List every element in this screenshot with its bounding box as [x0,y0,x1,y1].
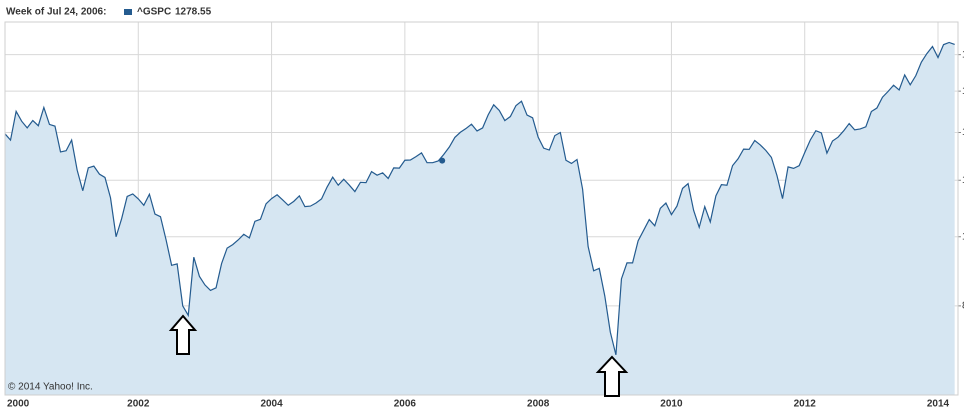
x-tick-label: 2010 [660,399,683,410]
x-tick-label: 2002 [127,399,150,410]
x-tick-label: 2012 [794,399,817,410]
hover-marker [439,157,446,164]
x-tick-label: 2008 [527,399,550,410]
credit: © 2014 Yahoo! Inc. [8,382,93,393]
header-label: Week of Jul 24, 2006: [6,7,106,18]
arrow-annotation [168,314,198,355]
arrow-annotation [595,355,629,397]
price-line [4,41,955,356]
plot: 2000 2002 2004 2006 2008 2010 2012 2014 800 1,000… [4,21,964,410]
y-tick-label: 1,800 [962,49,964,60]
y-tick-label: 1,200 [962,175,964,186]
y-tick-label: 1,400 [962,127,964,138]
y-tick-label: 1,600 [962,86,964,97]
area-fill [5,42,955,396]
x-tick-label: 2004 [260,399,283,410]
legend-swatch [124,9,132,15]
x-tick-label: 2000 [7,399,30,410]
x-tick-label: 2006 [394,399,417,410]
x-tick-label: 2014 [927,399,950,410]
legend-value: 1278.55 [175,7,212,18]
legend-name: ^GSPC [137,7,171,18]
plot-frame [4,21,959,396]
y-tick-label: 800 [962,301,964,312]
y-tick-label: 1,000 [962,231,964,242]
